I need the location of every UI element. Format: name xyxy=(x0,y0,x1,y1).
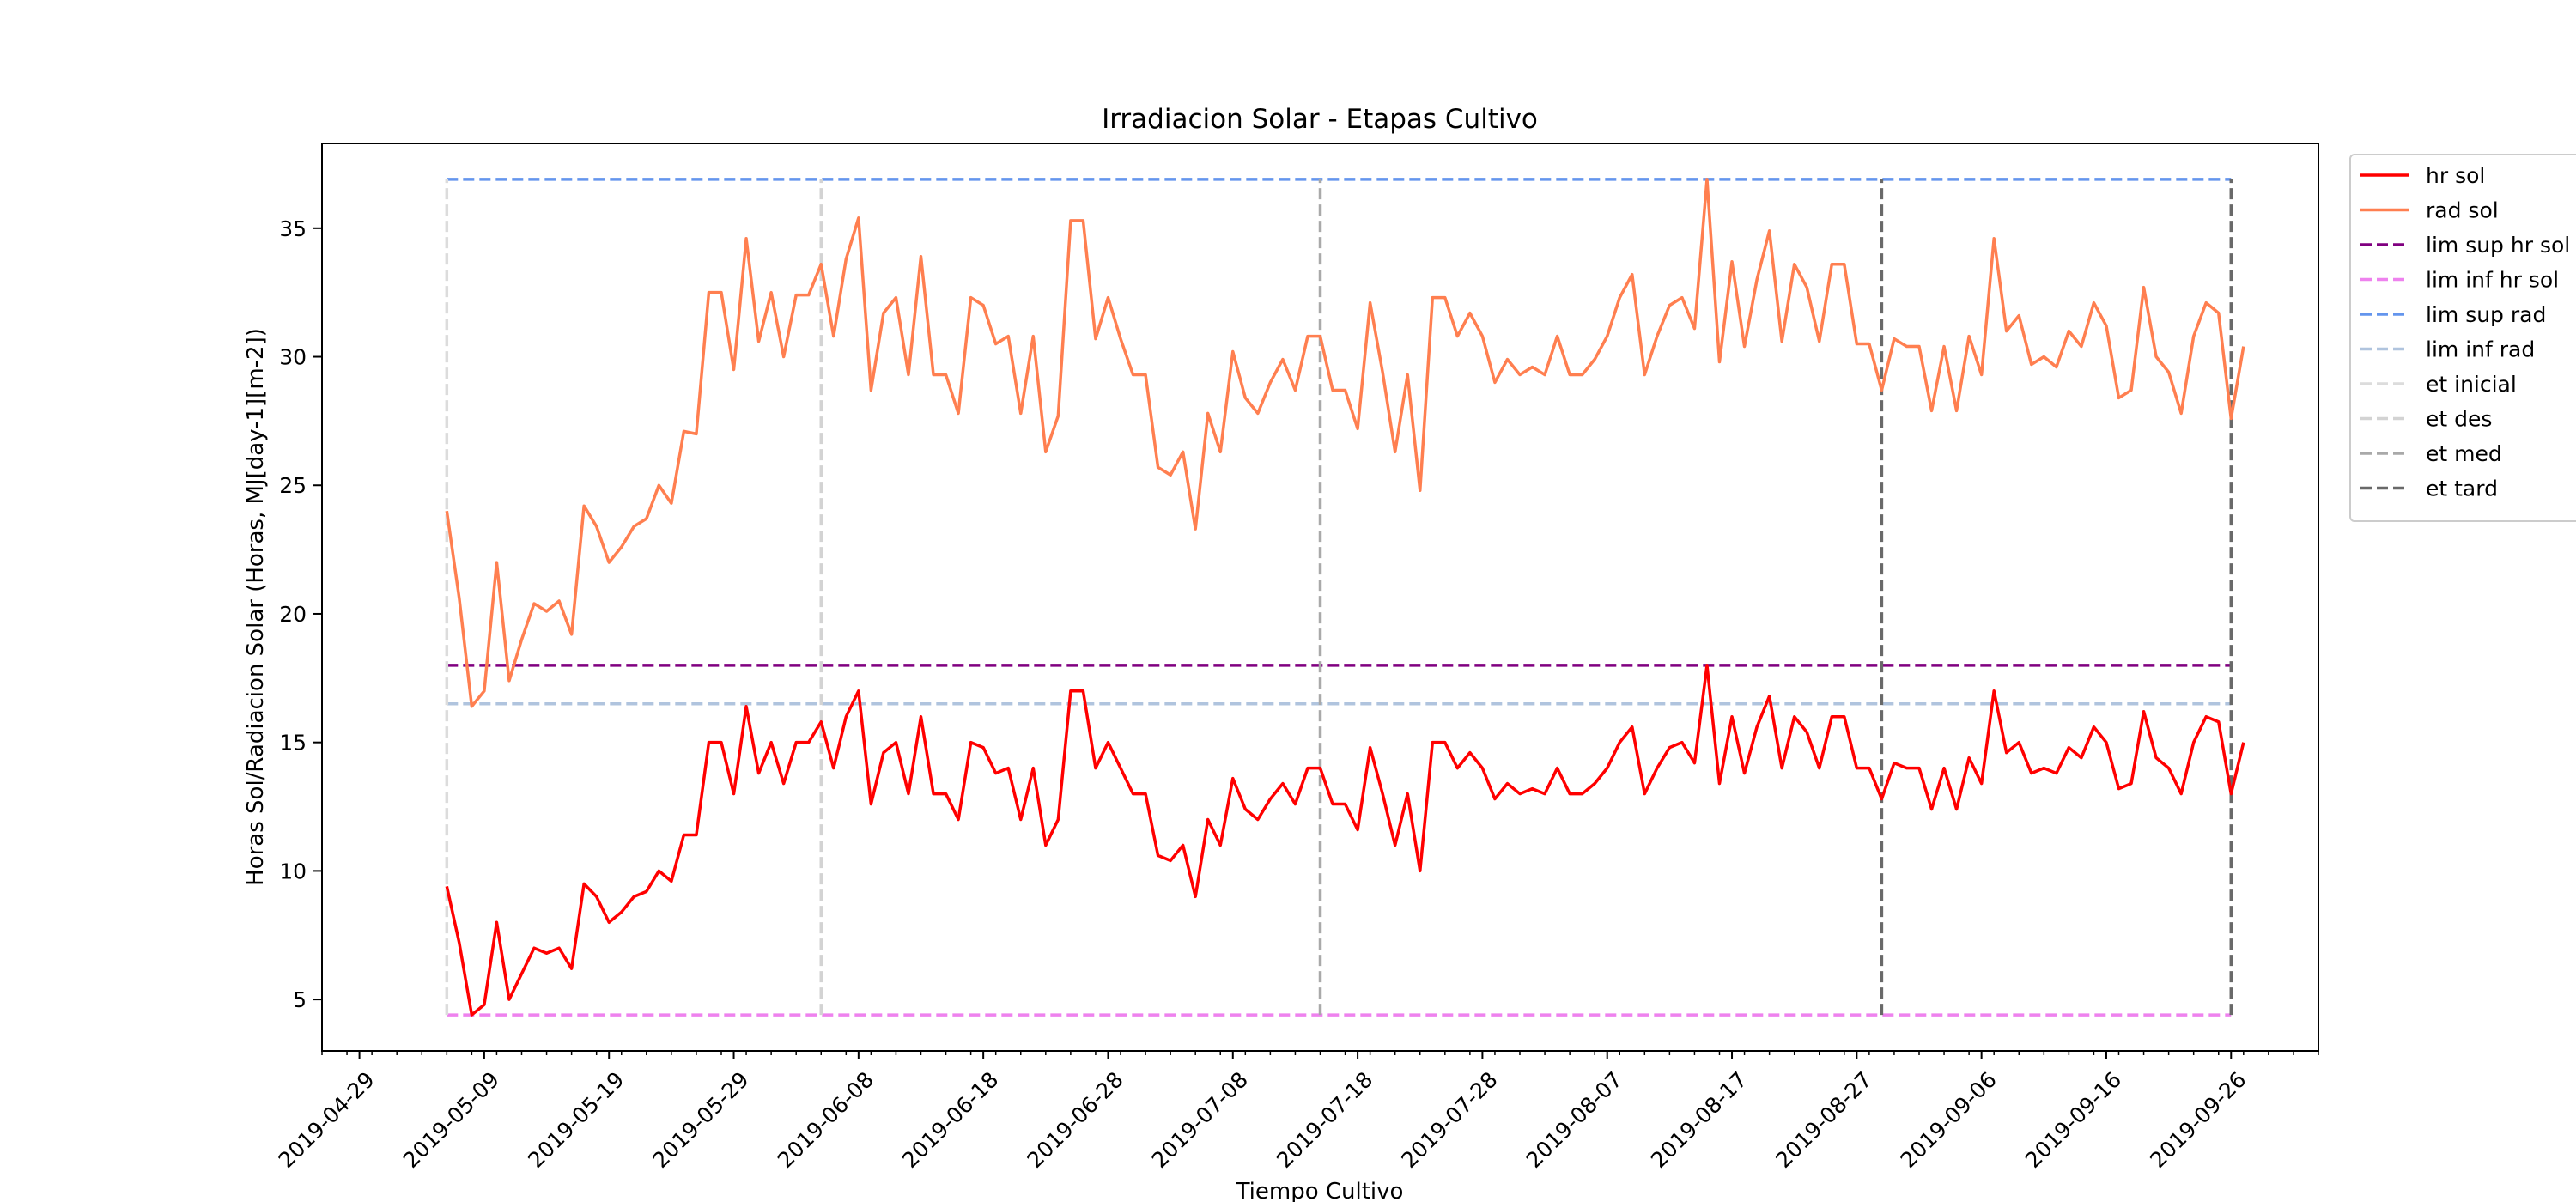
y-tick-label: 20 xyxy=(279,602,307,627)
y-tick-label: 15 xyxy=(279,731,307,756)
legend-label-rad-sol: rad sol xyxy=(2426,198,2499,223)
x-tick-label: 2019-05-29 xyxy=(648,1067,754,1173)
legend-label-et-tard: et tard xyxy=(2426,477,2498,501)
x-tick-label: 2019-08-17 xyxy=(1646,1067,1752,1173)
y-axis: 5 10 15 20 25 30 35 xyxy=(279,216,322,1012)
legend-label-et-inicial: et inicial xyxy=(2426,372,2517,397)
y-tick-label: 25 xyxy=(279,473,307,498)
legend-label-lim-inf-rad: lim inf rad xyxy=(2426,337,2535,362)
legend-label-lim-inf-hr-sol: lim inf hr sol xyxy=(2426,268,2559,293)
series-line-hr-sol xyxy=(445,664,2245,1017)
series-line-rad-sol xyxy=(445,178,2245,708)
y-axis-label: Horas Sol/Radiacion Solar (Horas, MJ[day… xyxy=(243,328,269,886)
x-tick-label: 2019-05-19 xyxy=(523,1067,629,1173)
x-axis-label: Tiempo Cultivo xyxy=(1236,1179,1404,1202)
y-tick-label: 5 xyxy=(293,987,307,1012)
x-tick-label: 2019-09-06 xyxy=(1896,1067,2002,1173)
x-tick-label: 2019-09-26 xyxy=(2145,1067,2251,1173)
legend-label-hr-sol: hr sol xyxy=(2426,163,2485,188)
legend-label-et-med: et med xyxy=(2426,441,2502,466)
x-tick-label: 2019-08-07 xyxy=(1522,1067,1627,1173)
x-tick-label: 2019-07-28 xyxy=(1396,1067,1502,1173)
x-tick-label: 2019-08-27 xyxy=(1771,1067,1876,1173)
x-tick-label: 2019-04-29 xyxy=(274,1067,380,1173)
plot-area xyxy=(445,178,2245,1017)
y-tick-label: 30 xyxy=(279,345,307,370)
chart-title: Irradiacion Solar - Etapas Cultivo xyxy=(1102,104,1538,135)
x-tick-label: 2019-07-08 xyxy=(1147,1067,1253,1173)
x-axis: 2019-04-29 2019-05-09 2019-05-19 2019-05-29… xyxy=(274,1051,2319,1173)
legend-label-et-des: et des xyxy=(2426,407,2492,432)
legend-label-lim-sup-hr-sol: lim sup hr sol xyxy=(2426,233,2570,258)
legend-label-lim-sup-rad: lim sup rad xyxy=(2426,302,2546,327)
x-tick-label: 2019-07-18 xyxy=(1272,1067,1377,1173)
x-tick-label: 2019-09-16 xyxy=(2020,1067,2126,1173)
y-tick-label: 35 xyxy=(279,216,307,241)
legend-box xyxy=(2349,154,2576,522)
x-tick-label: 2019-06-08 xyxy=(773,1067,878,1173)
x-tick-label: 2019-05-09 xyxy=(398,1067,504,1173)
legend: hr sol rad sol lim sup hr sol lim inf hr so… xyxy=(2349,154,2576,522)
y-tick-label: 10 xyxy=(279,859,307,883)
x-tick-label: 2019-06-18 xyxy=(897,1067,1003,1173)
x-tick-label: 2019-06-28 xyxy=(1022,1067,1127,1173)
